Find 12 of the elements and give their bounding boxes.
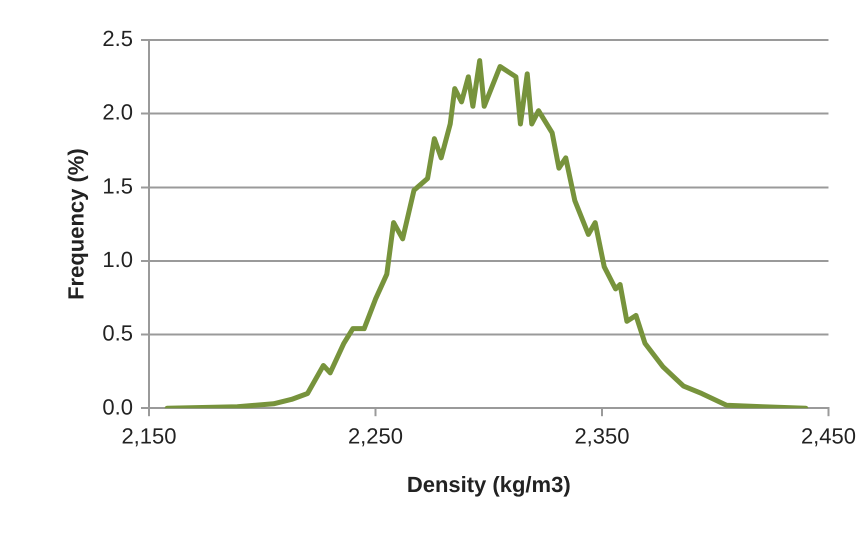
y-tick-label: 0.5 bbox=[102, 320, 133, 346]
y-tick-label: 1.0 bbox=[102, 246, 133, 272]
y-tick-label: 2.5 bbox=[102, 26, 133, 52]
x-axis-title: Density (kg/m3) bbox=[406, 472, 571, 497]
x-tick-label: 2,350 bbox=[574, 423, 630, 448]
y-axis-title: Frequency (%) bbox=[63, 148, 88, 300]
x-tick-label: 2,150 bbox=[121, 423, 177, 448]
x-tick-label: 2,250 bbox=[348, 423, 404, 448]
y-tick-label: 2.0 bbox=[102, 100, 133, 125]
x-tick-label: 2,450 bbox=[800, 423, 856, 448]
y-tick-label: 1.5 bbox=[102, 173, 133, 198]
y-tick-label: 0.0 bbox=[102, 394, 133, 420]
